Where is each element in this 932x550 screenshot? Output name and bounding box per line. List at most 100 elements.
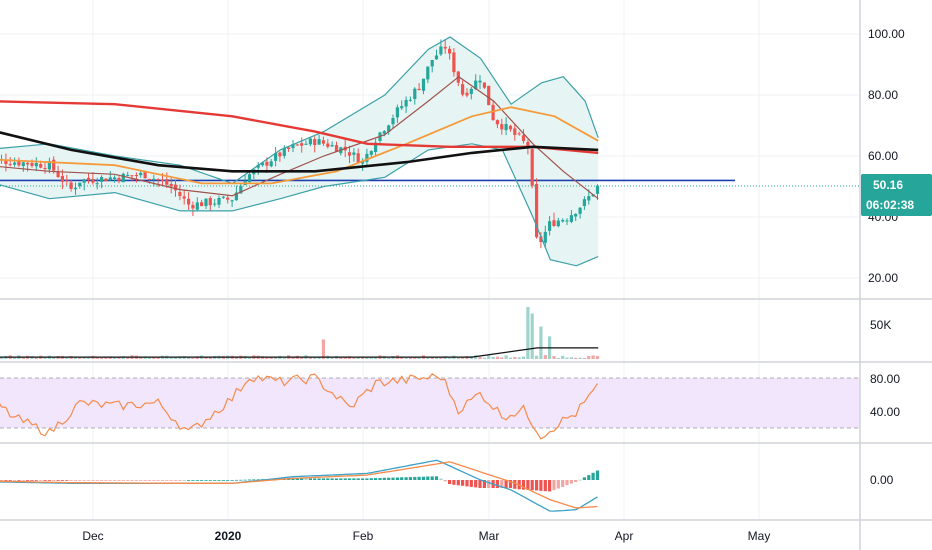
macd-histogram-bar[interactable] xyxy=(52,480,56,481)
macd-histogram-bar[interactable] xyxy=(330,478,334,480)
macd-histogram-bar[interactable] xyxy=(543,480,547,492)
macd-histogram-bar[interactable] xyxy=(213,480,217,481)
volume-bar[interactable] xyxy=(556,358,560,359)
candle-body[interactable] xyxy=(191,205,195,209)
macd-histogram-bar[interactable] xyxy=(469,480,473,487)
candle-body[interactable] xyxy=(365,153,369,162)
volume-bar[interactable] xyxy=(82,356,86,359)
candle-body[interactable] xyxy=(517,133,521,135)
macd-histogram-bar[interactable] xyxy=(191,480,195,481)
volume-bar[interactable] xyxy=(365,356,369,359)
candle-body[interactable] xyxy=(391,118,395,125)
volume-bar[interactable] xyxy=(561,355,565,359)
candle-body[interactable] xyxy=(395,107,399,118)
candle-body[interactable] xyxy=(582,199,586,206)
candle-body[interactable] xyxy=(382,131,386,134)
volume-bar[interactable] xyxy=(413,357,417,360)
macd-histogram-bar[interactable] xyxy=(300,478,304,480)
volume-bar[interactable] xyxy=(487,355,491,360)
last-price-tag[interactable]: 50.16 06:02:38 xyxy=(861,174,932,216)
macd-histogram-bar[interactable] xyxy=(221,480,225,481)
macd-histogram-bar[interactable] xyxy=(478,480,482,488)
candle-body[interactable] xyxy=(321,140,325,144)
candle-body[interactable] xyxy=(8,164,12,166)
macd-histogram-bar[interactable] xyxy=(78,480,82,481)
volume-bar[interactable] xyxy=(126,357,130,359)
macd-histogram-bar[interactable] xyxy=(400,477,404,480)
macd-histogram-bar[interactable] xyxy=(569,480,573,484)
candle-body[interactable] xyxy=(530,149,534,186)
volume-ma-line[interactable] xyxy=(0,347,599,358)
macd-histogram-bar[interactable] xyxy=(474,480,478,488)
macd-histogram-bar[interactable] xyxy=(513,480,517,489)
candle-body[interactable] xyxy=(221,196,225,198)
macd-histogram-bar[interactable] xyxy=(156,480,160,481)
candle-body[interactable] xyxy=(274,153,278,161)
candle-body[interactable] xyxy=(100,177,104,182)
macd-histogram-bar[interactable] xyxy=(108,480,112,481)
candle-body[interactable] xyxy=(461,84,465,95)
candle-body[interactable] xyxy=(152,178,156,180)
candle-body[interactable] xyxy=(539,236,543,242)
macd-histogram-bar[interactable] xyxy=(8,480,12,481)
macd-histogram-bar[interactable] xyxy=(535,480,539,491)
candle-body[interactable] xyxy=(173,184,178,191)
candle-body[interactable] xyxy=(117,177,121,181)
candle-body[interactable] xyxy=(156,179,160,181)
macd-histogram-bar[interactable] xyxy=(200,480,204,481)
macd-histogram-bar[interactable] xyxy=(552,480,556,491)
candle-body[interactable] xyxy=(495,120,499,125)
candle-body[interactable] xyxy=(65,180,69,182)
macd-axis[interactable]: 0.00 xyxy=(870,473,894,487)
candle-body[interactable] xyxy=(543,231,547,243)
volume-bar[interactable] xyxy=(387,357,391,359)
macd-histogram-bar[interactable] xyxy=(356,478,360,480)
volume-bar[interactable] xyxy=(521,356,526,359)
candle-body[interactable] xyxy=(369,151,373,155)
candle-body[interactable] xyxy=(426,66,430,80)
volume-bar[interactable] xyxy=(265,356,269,359)
macd-histogram-bar[interactable] xyxy=(574,480,578,482)
candle-body[interactable] xyxy=(587,196,591,201)
volume-bar[interactable] xyxy=(21,357,25,359)
candle-body[interactable] xyxy=(556,220,560,227)
macd-histogram-bar[interactable] xyxy=(591,472,595,480)
macd-histogram-bar[interactable] xyxy=(243,479,247,481)
candle-body[interactable] xyxy=(208,198,212,206)
volume-bar[interactable] xyxy=(461,357,465,359)
candle-body[interactable] xyxy=(69,182,73,189)
candle-body[interactable] xyxy=(139,172,143,176)
candle-body[interactable] xyxy=(465,92,469,96)
volume-bar[interactable] xyxy=(352,357,356,359)
candle-body[interactable] xyxy=(421,78,426,91)
macd-histogram-bar[interactable] xyxy=(530,480,534,491)
candle-body[interactable] xyxy=(56,171,60,178)
macd-histogram-bar[interactable] xyxy=(226,480,230,481)
candle-body[interactable] xyxy=(226,197,230,200)
macd-histogram-bar[interactable] xyxy=(239,479,243,481)
candle-body[interactable] xyxy=(508,125,513,130)
candle-body[interactable] xyxy=(43,168,47,169)
candle-body[interactable] xyxy=(404,100,408,107)
candle-body[interactable] xyxy=(13,162,17,165)
candle-body[interactable] xyxy=(565,220,569,222)
candle-body[interactable] xyxy=(78,182,82,187)
macd-histogram-bar[interactable] xyxy=(178,480,182,481)
candle-body[interactable] xyxy=(569,215,573,222)
macd-histogram-bar[interactable] xyxy=(91,480,95,481)
macd-histogram-bar[interactable] xyxy=(204,480,208,481)
macd-histogram-bar[interactable] xyxy=(361,478,365,480)
macd-line[interactable] xyxy=(0,459,598,512)
candle-body[interactable] xyxy=(430,60,434,67)
candle-body[interactable] xyxy=(491,104,495,120)
macd-histogram-bar[interactable] xyxy=(304,478,308,480)
volume-bar[interactable] xyxy=(247,357,252,359)
macd-histogram-bar[interactable] xyxy=(317,478,321,480)
macd-histogram-bar[interactable] xyxy=(582,477,586,480)
macd-histogram-bar[interactable] xyxy=(160,480,165,481)
volume-bar[interactable] xyxy=(574,357,578,359)
macd-histogram-bar[interactable] xyxy=(461,480,465,486)
candle-body[interactable] xyxy=(4,160,8,164)
macd-histogram-bar[interactable] xyxy=(456,480,460,486)
